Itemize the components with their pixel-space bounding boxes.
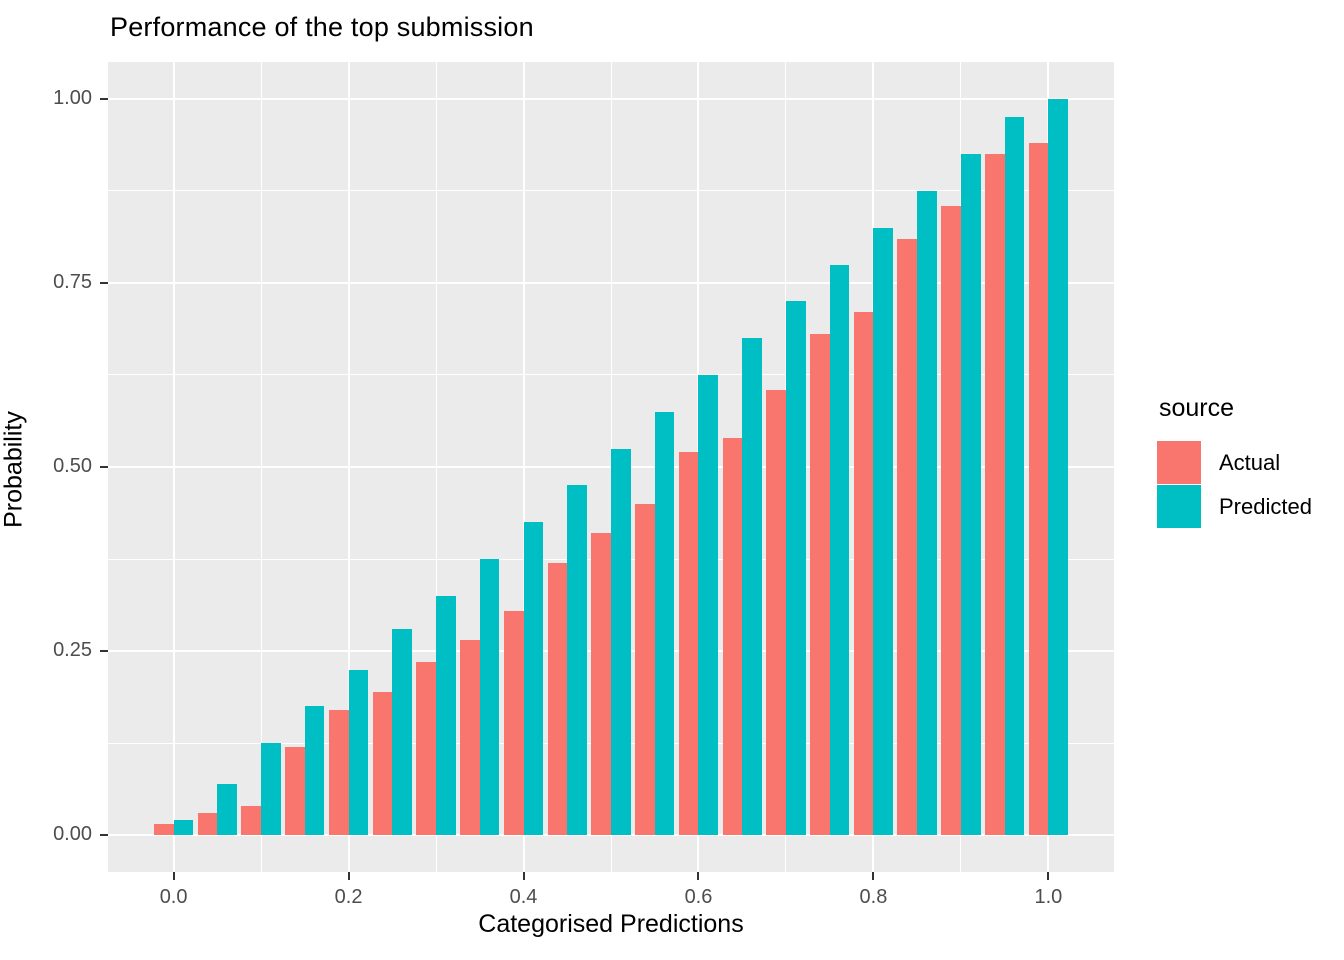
x-tick-label: 0.6 [684, 886, 713, 908]
bar-actual [591, 533, 611, 836]
bar-actual [941, 205, 961, 836]
x-axis-title: Categorised Predictions [478, 910, 744, 938]
bar-actual [153, 824, 174, 836]
bar-predicted [304, 706, 325, 836]
bar-actual [241, 805, 262, 836]
y-tick-label: 0.25 [53, 639, 92, 662]
bar-actual [285, 746, 305, 836]
bar-actual [766, 389, 786, 836]
x-tick-label: 1.0 [1034, 886, 1063, 908]
bar-predicted [698, 374, 719, 836]
x-tick-mark [872, 872, 875, 880]
bar-actual [460, 640, 480, 836]
x-tick-label: 0.4 [509, 886, 538, 908]
bar-predicted [436, 595, 456, 836]
bar-actual [372, 691, 393, 836]
bar-predicted [348, 669, 369, 836]
bar-predicted [742, 338, 762, 836]
bar-predicted [873, 227, 894, 836]
y-tick-mark [100, 834, 108, 837]
x-tick-mark [697, 872, 700, 880]
bar-actual [722, 437, 743, 836]
bar-predicted [1048, 98, 1069, 836]
bar-predicted [829, 264, 850, 836]
legend-item-actual: Actual [1157, 441, 1337, 485]
bar-predicted [1004, 117, 1025, 836]
bar-actual [984, 154, 1005, 836]
y-major-gridline [108, 834, 1114, 837]
bar-actual [416, 662, 437, 836]
x-major-gridline [172, 62, 175, 872]
bar-predicted [261, 743, 281, 836]
y-tick-mark [100, 281, 108, 284]
y-tick-mark [100, 650, 108, 653]
actual-swatch-icon [1157, 441, 1201, 484]
x-major-gridline [347, 62, 350, 872]
y-tick-mark [100, 466, 108, 468]
bar-actual [635, 503, 655, 836]
x-tick-mark [522, 872, 525, 880]
legend: source Actual Predicted [1157, 394, 1337, 529]
x-tick-mark [172, 872, 175, 880]
x-tick-mark [1047, 872, 1050, 880]
bar-predicted [960, 154, 981, 836]
bar-actual [810, 334, 830, 836]
bar-actual [197, 813, 218, 836]
bar-actual [678, 452, 699, 836]
bar-actual [547, 562, 568, 836]
bar-actual [897, 238, 918, 836]
y-major-gridline [108, 281, 1114, 284]
predicted-swatch-icon [1157, 485, 1201, 528]
x-tick-label: 0.0 [159, 886, 188, 908]
bar-actual [328, 710, 349, 836]
x-tick-mark [347, 872, 350, 880]
bar-actual [503, 610, 524, 836]
bar-predicted [173, 820, 194, 836]
y-tick-label: 0.75 [53, 270, 92, 293]
x-tick-label: 0.2 [334, 886, 363, 908]
y-major-gridline [108, 97, 1114, 100]
bar-predicted [785, 301, 806, 836]
bar-predicted [917, 190, 937, 836]
bar-actual [1028, 143, 1049, 836]
x-major-gridline [522, 62, 525, 872]
chart-title: Performance of the top submission [110, 12, 534, 42]
y-tick-label: 0.50 [53, 455, 92, 477]
y-tick-label: 1.00 [53, 86, 92, 109]
legend-label-actual: Actual [1219, 450, 1281, 475]
bar-predicted [217, 783, 238, 836]
bar-actual [853, 312, 874, 836]
x-tick-label: 0.8 [859, 886, 888, 908]
legend-item-predicted: Predicted [1157, 485, 1337, 529]
legend-title: source [1159, 394, 1235, 422]
bar-predicted [654, 411, 675, 836]
bar-predicted [611, 448, 631, 836]
plot-panel [108, 62, 1114, 872]
y-tick-mark [100, 97, 108, 100]
legend-label-predicted: Predicted [1219, 494, 1312, 519]
y-axis-title: Probability [0, 411, 28, 528]
y-tick-label: 0.00 [53, 823, 92, 846]
bar-predicted [567, 485, 587, 836]
bar-predicted [479, 559, 500, 836]
bar-predicted [392, 629, 412, 836]
bar-predicted [523, 522, 544, 836]
